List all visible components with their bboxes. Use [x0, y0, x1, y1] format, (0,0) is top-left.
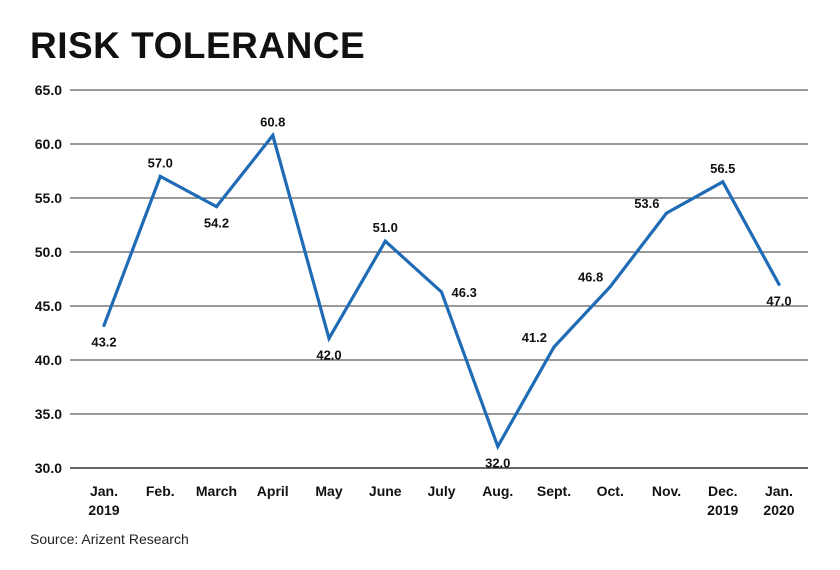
data-label: 43.2: [91, 334, 116, 349]
data-label: 47.0: [766, 293, 791, 308]
data-label: 46.8: [578, 270, 603, 285]
x-tick-label: Feb.: [146, 483, 175, 499]
data-point: [102, 323, 106, 328]
y-tick-label: 40.0: [35, 352, 62, 368]
data-point: [496, 444, 500, 448]
x-tick-label: April: [257, 483, 289, 499]
y-tick-label: 55.0: [35, 190, 62, 206]
x-tick-label: Jan. 2020: [763, 483, 794, 518]
x-tick-label: June: [369, 483, 402, 499]
y-tick-label: 65.0: [35, 82, 62, 98]
data-label: 32.0: [485, 455, 510, 470]
source-note: Source: Arizent Research: [30, 531, 189, 547]
chart-title: RISK TOLERANCE: [30, 25, 366, 66]
data-point: [214, 205, 219, 209]
y-axis-ticks: 30.0 35.0 40.0 45.0 50.0 55.0 60.0 65.0: [35, 82, 62, 476]
data-label: 41.2: [522, 330, 547, 345]
data-point: [664, 211, 669, 215]
data-label: 57.0: [148, 155, 173, 170]
data-point: [777, 282, 781, 286]
data-point: [327, 336, 331, 340]
data-point: [439, 290, 444, 294]
x-tick-label: March: [196, 483, 237, 499]
y-tick-label: 45.0: [35, 298, 62, 314]
x-tick-label: Nov.: [652, 483, 681, 499]
x-tick-label: Aug.: [482, 483, 513, 499]
x-tick-label: Sept.: [537, 483, 571, 499]
y-tick-label: 60.0: [35, 136, 62, 152]
data-point: [271, 133, 275, 137]
y-tick-label: 30.0: [35, 460, 62, 476]
y-tick-label: 35.0: [35, 406, 62, 422]
data-label: 42.0: [316, 347, 341, 362]
gridlines: [70, 89, 808, 469]
x-tick-label: July: [427, 483, 455, 499]
data-point: [383, 239, 387, 243]
x-tick-label: Jan. 2019: [88, 483, 119, 518]
series: [102, 131, 781, 451]
data-label: 60.8: [260, 114, 285, 129]
data-label: 54.2: [204, 216, 229, 231]
data-point: [608, 284, 612, 289]
data-label: 53.6: [634, 196, 659, 211]
x-axis-ticks: Jan. 2019 Feb. March April May June July Aug. Sep…: [88, 483, 794, 518]
x-tick-label: Dec. 2019: [707, 483, 738, 518]
data-point: [721, 180, 725, 184]
data-labels: 43.2 57.0 54.2 60.8 42.0 51.0 46.3 32.0 41.2 46.8…: [91, 114, 791, 470]
data-label: 46.3: [452, 285, 477, 300]
data-point: [552, 345, 556, 349]
x-tick-label: Oct.: [597, 483, 624, 499]
y-tick-label: 50.0: [35, 244, 62, 260]
data-point: [158, 174, 162, 178]
data-label: 51.0: [373, 220, 398, 235]
x-tick-label: May: [315, 483, 342, 499]
data-label: 56.5: [710, 161, 735, 176]
